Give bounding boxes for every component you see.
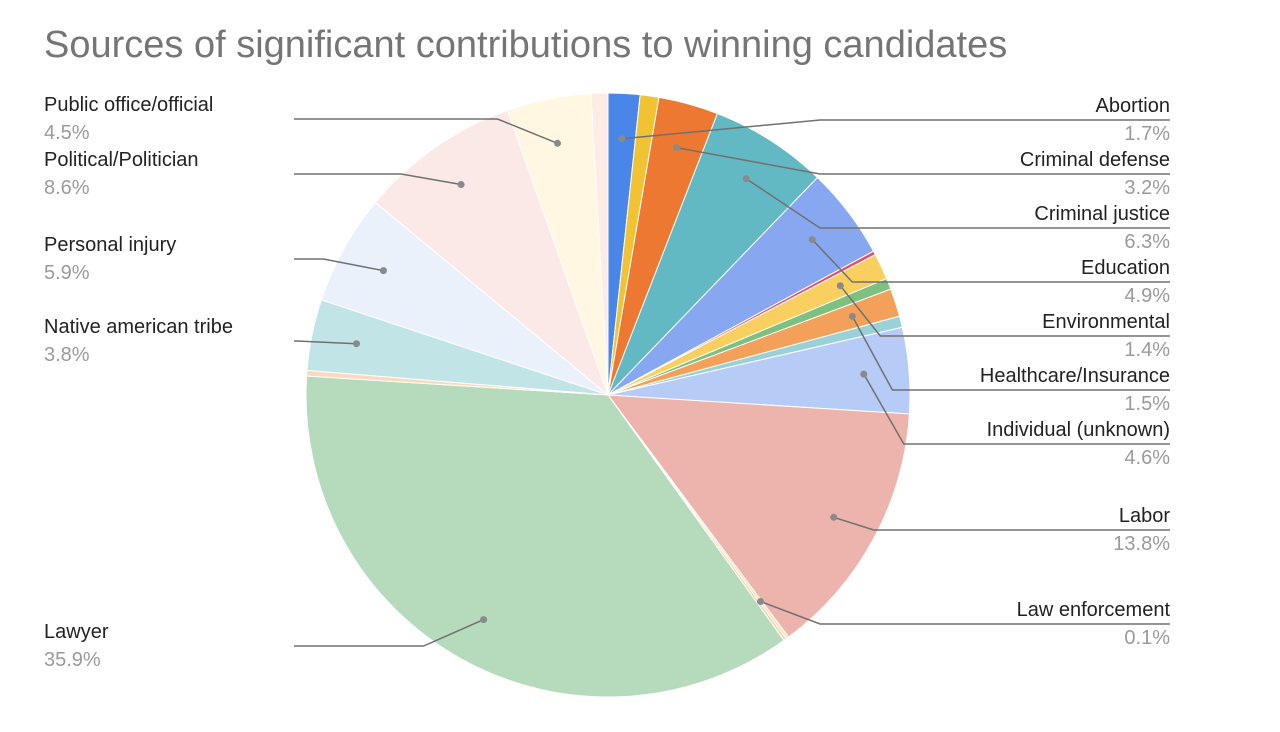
slice-label-education: Education — [1081, 257, 1170, 279]
leader-line-individual-unknown — [863, 373, 1170, 445]
leader-dot-labor — [830, 513, 838, 521]
leader-line-healthcare-insurance — [851, 316, 1170, 391]
leader-dot-criminal-defense — [673, 144, 680, 152]
leader-dot-abortion — [618, 135, 626, 143]
leader-line-law-enforcement — [760, 600, 1170, 625]
pie-slice-unlabeled-20 — [590, 92, 609, 396]
leader-line-labor — [833, 516, 1170, 531]
leader-line-political-politician — [294, 173, 462, 186]
slice-label-labor: Labor — [1119, 505, 1170, 527]
chart-title: Sources of significant contributions to … — [44, 24, 1008, 66]
slice-labels: Abortion 1.7% Criminal defense 3.2% Criminal… — [44, 94, 1170, 671]
leader-line-abortion — [621, 119, 1170, 140]
slice-label-political-politician: Political/Politician — [44, 149, 199, 171]
slice-label-criminal-justice: Criminal justice — [1034, 203, 1170, 225]
leader-line-lawyer — [294, 618, 484, 647]
leader-dot-healthcare-insurance — [848, 312, 856, 320]
slice-label-law-enforcement: Law enforcement — [1017, 599, 1171, 621]
leader-dot-law-enforcement — [757, 598, 764, 605]
pie-slice-lawyer — [305, 375, 785, 698]
slice-label-lawyer: Lawyer — [44, 621, 109, 643]
slice-percent-individual-unknown: 4.6% — [1124, 447, 1170, 469]
slice-label-public-office-official: Public office/official — [44, 94, 213, 116]
leader-dot-political-politician — [457, 181, 465, 188]
leader-line-criminal-justice — [745, 178, 1170, 229]
slice-percent-healthcare-insurance: 1.5% — [1124, 393, 1170, 415]
slice-percent-law-enforcement: 0.1% — [1124, 627, 1170, 649]
leader-line-environmental — [839, 285, 1170, 337]
slice-label-criminal-defense: Criminal defense — [1020, 149, 1170, 171]
slice-percent-criminal-defense: 3.2% — [1124, 177, 1170, 199]
leader-dot-lawyer — [480, 616, 488, 624]
pie-slice-political-politician — [374, 109, 610, 397]
pie-slice-criminal-justice — [607, 112, 819, 396]
slice-percent-education: 4.9% — [1124, 285, 1170, 307]
leader-dot-environmental — [836, 282, 844, 290]
slice-percent-lawyer: 35.9% — [44, 649, 101, 671]
leader-line-personal-injury — [294, 258, 384, 272]
leader-dot-personal-injury — [379, 267, 387, 275]
slice-percent-abortion: 1.7% — [1124, 123, 1170, 145]
slice-percent-political-politician: 8.6% — [44, 177, 90, 199]
leader-line-criminal-defense — [676, 146, 1170, 175]
slice-percent-criminal-justice: 6.3% — [1124, 231, 1170, 253]
slice-label-environmental: Environmental — [1042, 311, 1170, 333]
slice-percent-public-office-official: 4.5% — [44, 122, 90, 144]
slice-percent-labor: 13.8% — [1113, 533, 1170, 555]
leader-line-education — [811, 239, 1170, 283]
slice-percent-personal-injury: 5.9% — [44, 262, 90, 284]
slice-percent-environmental: 1.4% — [1124, 339, 1170, 361]
slice-percent-native-american-tribe: 3.8% — [44, 344, 90, 366]
leader-line-native-american-tribe — [294, 340, 357, 345]
leader-dot-native-american-tribe — [353, 340, 360, 348]
pie-slices — [305, 92, 911, 698]
slice-label-native-american-tribe: Native american tribe — [44, 316, 233, 338]
leader-dot-individual-unknown — [860, 370, 868, 378]
leader-dot-education — [808, 236, 816, 244]
leader-dot-criminal-justice — [742, 175, 750, 183]
slice-label-personal-injury: Personal injury — [44, 234, 176, 256]
slice-label-abortion: Abortion — [1096, 95, 1171, 117]
leader-lines — [294, 118, 1170, 647]
slice-label-healthcare-insurance: Healthcare/Insurance — [980, 365, 1170, 387]
slice-label-individual-unknown: Individual (unknown) — [987, 419, 1170, 441]
leader-line-public-office-official — [294, 118, 558, 144]
leader-dot-public-office-official — [554, 139, 561, 147]
pie-slice-labor — [606, 394, 910, 638]
